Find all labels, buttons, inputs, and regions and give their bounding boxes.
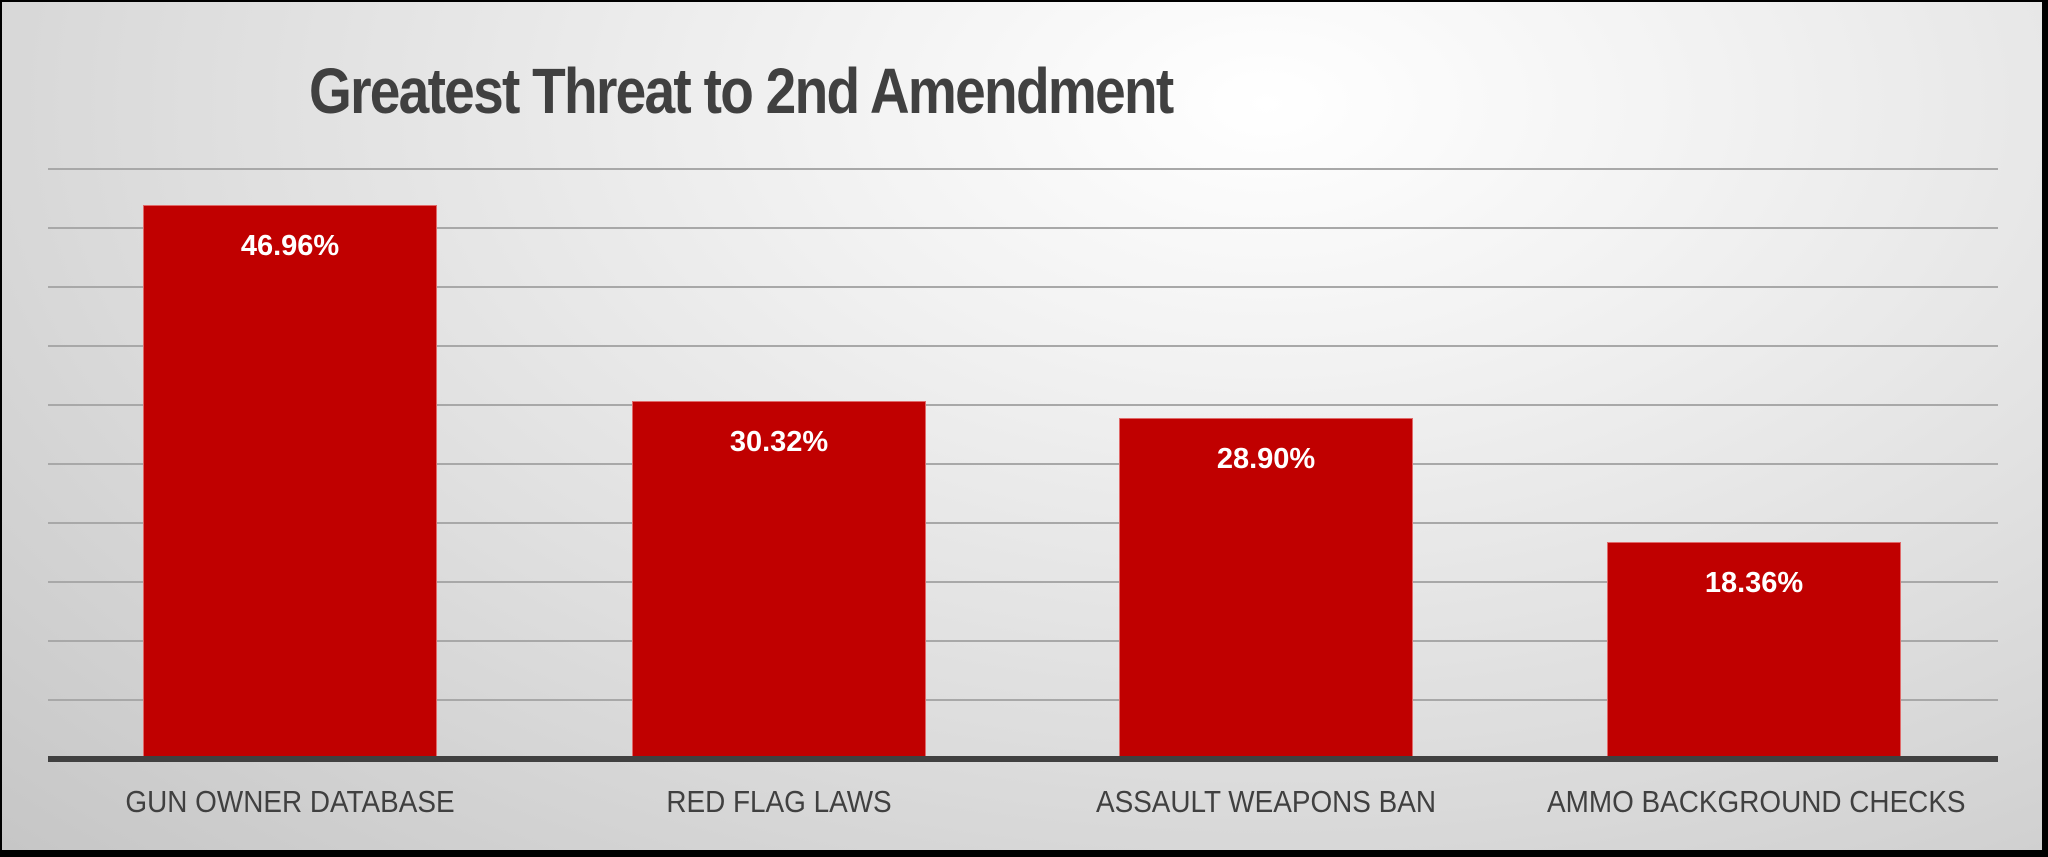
- gridline-45: [48, 227, 1998, 229]
- category-label: AMMO BACKGROUND CHECKS: [1547, 784, 1966, 819]
- gridline-50: [48, 168, 1998, 170]
- gridline-15: [48, 581, 1998, 583]
- gridline-30: [48, 404, 1998, 406]
- category-label: ASSAULT WEAPONS BAN: [1095, 784, 1437, 819]
- gridline-10: [48, 640, 1998, 642]
- data-label: 18.36%: [1704, 567, 1804, 599]
- gridline-5: [48, 699, 1998, 701]
- gridline-35: [48, 345, 1998, 347]
- gridline-40: [48, 286, 1998, 288]
- bar-ammo-background-checks: 18.36%: [1607, 542, 1901, 758]
- data-label: 46.96%: [240, 230, 340, 262]
- data-label: 30.32%: [729, 426, 829, 458]
- bar-red-flag-laws: 30.32%: [632, 401, 926, 758]
- bar-gun-owner-database: 46.96%: [143, 205, 437, 758]
- category-label: RED FLAG LAWS: [666, 784, 892, 819]
- bar-assault-weapons-ban: 28.90%: [1119, 418, 1413, 758]
- gridline-20: [48, 522, 1998, 524]
- chart-title: Greatest Threat to 2nd Amendment: [309, 55, 1174, 127]
- category-label: GUN OWNER DATABASE: [125, 784, 455, 819]
- gridline-25: [48, 463, 1998, 465]
- x-axis-line: [48, 756, 1998, 762]
- data-label: 28.90%: [1216, 443, 1316, 475]
